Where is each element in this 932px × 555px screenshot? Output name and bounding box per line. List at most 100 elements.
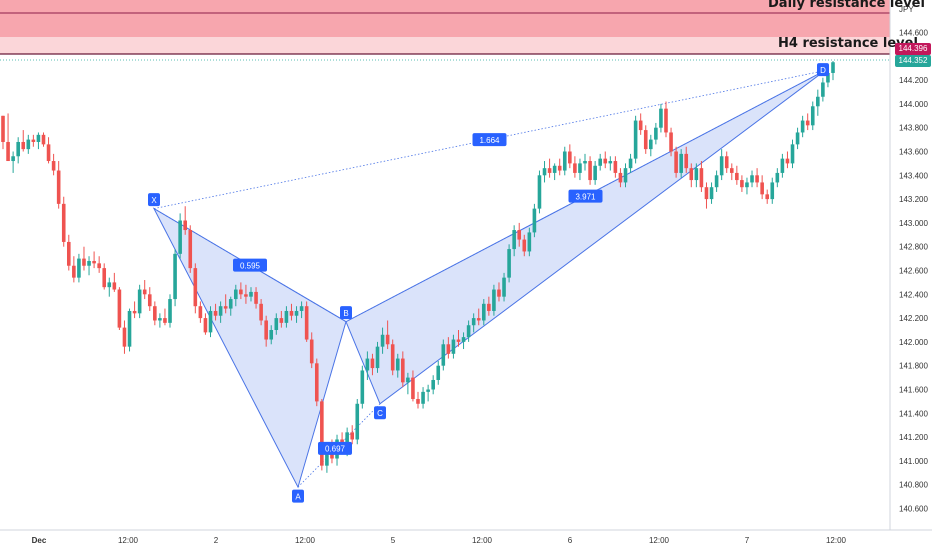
- y-tick-label: 141.800: [899, 362, 928, 371]
- x-axis-background: [0, 530, 932, 550]
- candle: [411, 370, 415, 402]
- candle-body: [719, 156, 724, 176]
- candle-body: [97, 263, 101, 269]
- candle: [735, 165, 739, 185]
- y-tick-label: 141.200: [899, 433, 928, 442]
- x-tick-label: 12:00: [118, 536, 139, 545]
- candle-body: [426, 389, 430, 392]
- candle-body: [562, 151, 567, 171]
- candle: [714, 170, 719, 192]
- point-c-label-bg: [374, 406, 386, 420]
- candle: [583, 153, 587, 171]
- candle-body: [790, 144, 795, 164]
- candle: [593, 161, 597, 185]
- candle-body: [816, 96, 820, 107]
- candle: [320, 399, 324, 471]
- candle-body: [537, 175, 542, 209]
- candle: [274, 313, 279, 335]
- candle: [481, 299, 486, 326]
- candle: [770, 177, 775, 204]
- candle-body: [471, 318, 476, 326]
- candle-body: [421, 391, 425, 404]
- point-x-label: X: [148, 193, 160, 207]
- candle: [436, 360, 441, 385]
- candle-body: [385, 334, 390, 345]
- candle-body: [765, 194, 770, 200]
- candle-body: [350, 432, 355, 440]
- ratio-line-xb: [153, 208, 347, 323]
- candle: [502, 272, 506, 302]
- candle: [568, 144, 572, 169]
- ratio-xb-label-text: 0.595: [240, 261, 261, 270]
- candle: [740, 175, 744, 192]
- candle: [426, 384, 430, 402]
- candle: [729, 163, 734, 181]
- candle: [117, 287, 122, 330]
- candle: [355, 399, 360, 445]
- candle-body: [628, 158, 633, 169]
- candle-body: [360, 370, 365, 404]
- candle-body: [6, 141, 10, 162]
- candle-body: [588, 161, 592, 181]
- candle-body: [26, 139, 31, 150]
- candle: [431, 375, 435, 395]
- candle: [158, 313, 162, 328]
- candle-body: [557, 165, 562, 171]
- ratio-ac-label: 0.697: [318, 441, 352, 455]
- candle: [684, 146, 689, 173]
- candle: [365, 351, 370, 380]
- candle-body: [593, 165, 597, 181]
- y-tick-label: 142.600: [899, 267, 928, 276]
- candle-body: [345, 432, 349, 449]
- candle-body: [770, 182, 775, 200]
- candle: [360, 365, 365, 409]
- candle-body: [735, 172, 739, 181]
- candle-body: [254, 291, 258, 304]
- candle-body: [729, 168, 734, 173]
- candle: [512, 225, 516, 257]
- candle-body: [208, 310, 213, 333]
- candle: [142, 280, 147, 300]
- candle-body: [542, 168, 547, 176]
- point-x-label-text: X: [151, 196, 157, 205]
- candle-body: [431, 379, 435, 390]
- candle: [755, 168, 759, 188]
- candle-body: [785, 158, 790, 164]
- ratio-line-xd: [153, 70, 826, 210]
- candle: [421, 387, 425, 409]
- candle-body: [800, 120, 805, 133]
- y-axis-background: [890, 0, 932, 550]
- candle: [153, 301, 157, 326]
- candle-body: [669, 132, 673, 152]
- candle-body: [618, 172, 623, 183]
- candle-body: [153, 306, 157, 321]
- candle-body: [269, 330, 274, 340]
- candle: [800, 115, 805, 138]
- candle-body: [446, 344, 451, 354]
- candle-body: [92, 260, 96, 264]
- candle-body: [745, 182, 749, 188]
- candle-body: [112, 282, 117, 290]
- point-d-label: D: [817, 63, 829, 77]
- candle-body: [183, 220, 187, 231]
- candle-body: [481, 303, 486, 321]
- candle-body: [137, 289, 142, 314]
- candle: [724, 151, 729, 173]
- candle-body: [117, 289, 122, 328]
- x-tick-label: 12:00: [472, 536, 493, 545]
- resistance-zones: [0, 0, 890, 61]
- candle: [487, 296, 491, 316]
- candle-body: [466, 325, 471, 338]
- candle: [557, 158, 562, 176]
- candle-body: [522, 239, 527, 252]
- candle-body: [244, 294, 248, 297]
- candle: [279, 310, 284, 328]
- candle-body: [401, 358, 405, 383]
- candle: [745, 177, 749, 195]
- candle-body: [633, 120, 638, 159]
- candle: [147, 287, 152, 311]
- point-b-label-bg: [340, 306, 352, 320]
- candle: [122, 320, 127, 354]
